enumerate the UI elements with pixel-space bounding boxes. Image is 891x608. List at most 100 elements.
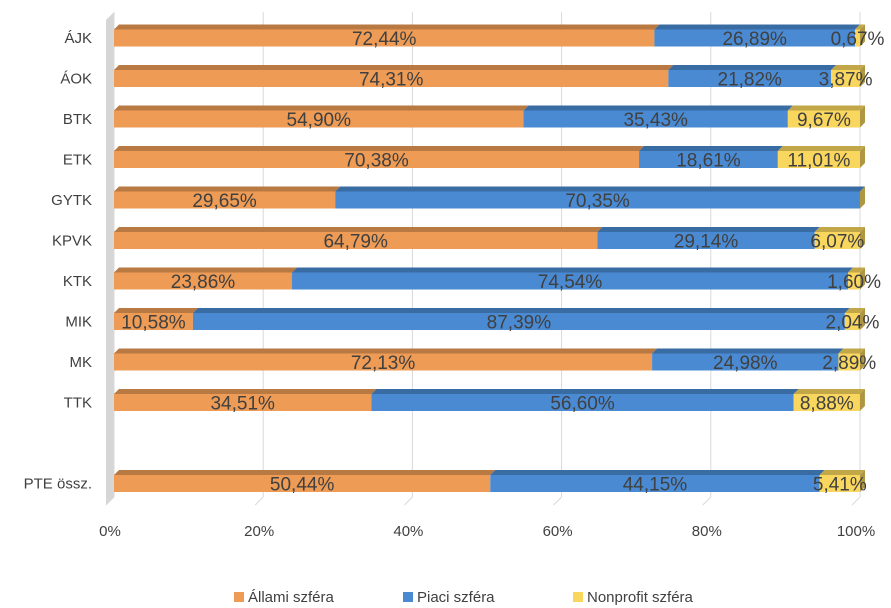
bar-top: [819, 470, 865, 475]
bar-top: [793, 389, 865, 394]
bar-end: [860, 470, 865, 492]
data-label: 6,07%: [810, 232, 864, 253]
category-label: ETK: [63, 152, 92, 169]
category-label: KPVK: [52, 233, 92, 250]
side-wall: [106, 12, 114, 505]
bar-top: [114, 267, 297, 273]
data-label: 72,44%: [352, 29, 417, 50]
bar-top: [371, 389, 799, 394]
data-label: 74,31%: [359, 70, 424, 91]
bar-segment: [114, 353, 653, 371]
bar-top: [114, 308, 198, 313]
data-label: 21,82%: [718, 70, 783, 91]
bar-top: [192, 308, 850, 313]
legend: Állami szféra Piaci szféra Nonprofit szfér…: [234, 589, 694, 606]
category-label: PTE össz.: [24, 476, 92, 493]
bar-top: [114, 24, 660, 30]
data-label: 3,87%: [819, 70, 873, 91]
x-tick-label: 60%: [543, 523, 573, 540]
data-label: 18,61%: [676, 151, 741, 172]
bar-top: [844, 308, 866, 313]
bar-segment: [639, 151, 778, 168]
data-label: 87,39%: [487, 313, 552, 334]
bar-segment: [114, 272, 292, 290]
data-label: 0,67%: [831, 29, 885, 50]
legend-swatch: [234, 592, 244, 602]
gridline-floor: [105, 496, 115, 506]
bar-segment: [787, 110, 860, 128]
gridlines: [105, 12, 861, 506]
x-tick-labels: 0% 20% 40% 60% 80% 100%: [99, 523, 875, 540]
bar-segment: [844, 313, 861, 330]
bar-top: [654, 24, 861, 30]
data-label: 24,98%: [713, 353, 778, 374]
data-label: 23,86%: [171, 272, 236, 293]
data-label: 10,58%: [121, 313, 186, 334]
x-tick-label: 20%: [244, 523, 274, 540]
data-label: 8,88%: [800, 394, 854, 415]
data-labels: 72,44% 26,89% 0,67% 74,31% 21,82% 3,87% 54,90%…: [121, 29, 884, 496]
gridline-floor: [553, 496, 562, 506]
bar-segment: [335, 191, 861, 209]
gridline-floor: [404, 496, 413, 506]
bar-segment: [114, 29, 655, 47]
bar-segment: [855, 29, 860, 47]
bar-segment: [114, 70, 669, 87]
bar-top: [831, 65, 865, 70]
bar-segment: [114, 191, 336, 209]
data-label: 44,15%: [623, 475, 688, 496]
data-label: 29,65%: [192, 191, 257, 212]
category-label: MIK: [65, 314, 92, 331]
bar-end: [860, 308, 866, 330]
bar-segment: [597, 232, 815, 249]
bar-top: [114, 146, 645, 151]
x-tick-label: 100%: [837, 523, 875, 540]
bar-top: [114, 186, 341, 192]
bar-end: [860, 348, 865, 371]
data-label: 11,01%: [787, 151, 850, 172]
data-label: 9,67%: [797, 110, 851, 131]
category-label: BTK: [63, 111, 92, 128]
bar-top: [114, 227, 603, 232]
data-label: 2,89%: [822, 353, 876, 374]
category-label: TTK: [64, 395, 92, 412]
bar-top: [114, 65, 674, 70]
bar-top: [652, 348, 844, 354]
bar-top: [668, 65, 837, 70]
data-label: 2,04%: [826, 313, 880, 334]
bar-segment: [114, 232, 598, 249]
bar-segment: [838, 353, 860, 371]
bar-top: [114, 389, 377, 394]
bar-top: [523, 105, 793, 111]
bar-top: [597, 227, 820, 232]
data-label: 72,13%: [351, 353, 416, 374]
bar-segment: [114, 151, 640, 168]
bar-segment: [793, 394, 860, 411]
legend-swatch: [573, 592, 583, 602]
legend-label: Állami szféra: [248, 589, 335, 606]
bar-end: [860, 267, 865, 290]
category-label: MK: [70, 354, 93, 371]
bar-end: [860, 24, 865, 47]
bar-segment: [814, 232, 860, 249]
bar-end: [860, 105, 865, 128]
gridline-floor: [851, 496, 861, 506]
x-tick-label: 80%: [692, 523, 722, 540]
bar-segment: [668, 70, 832, 87]
data-label: 50,44%: [270, 475, 335, 496]
bar-top: [114, 105, 529, 111]
bar-end: [860, 186, 865, 209]
bar-top: [114, 348, 658, 354]
bar-segment: [654, 29, 856, 47]
data-label: 56,60%: [550, 394, 615, 415]
data-label: 26,89%: [722, 29, 787, 50]
chart-floor-wall: [106, 12, 114, 505]
bar-segment: [114, 394, 372, 411]
x-tick-label: 0%: [99, 523, 121, 540]
bar-segment: [291, 272, 849, 290]
bar-segment: [831, 70, 860, 87]
data-label: 54,90%: [287, 110, 352, 131]
bar-end: [860, 227, 865, 249]
bar-segment: [490, 475, 820, 492]
